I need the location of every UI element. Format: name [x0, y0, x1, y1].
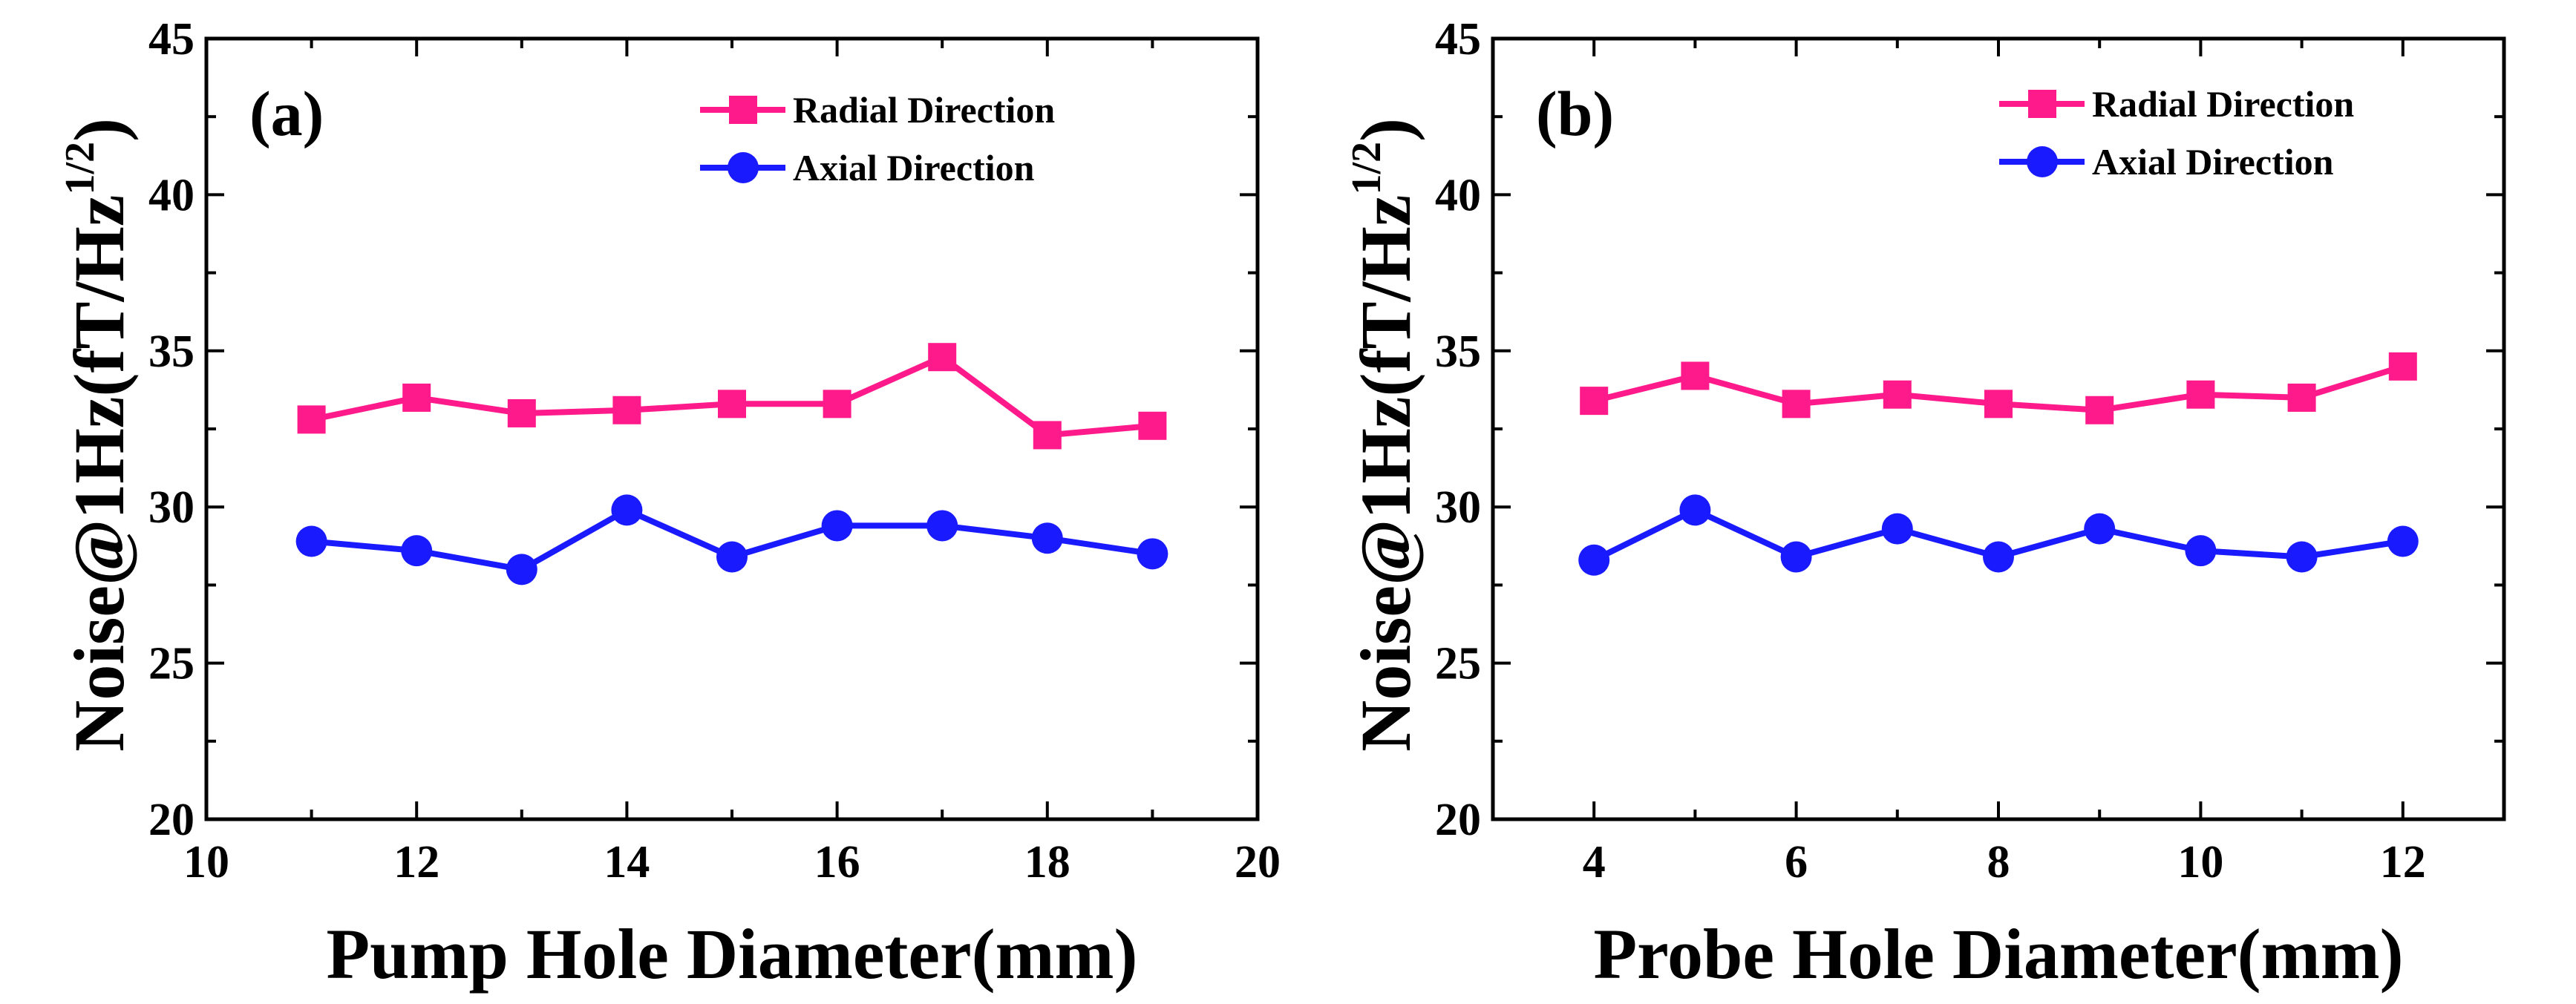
data-point-circle: [2286, 541, 2318, 573]
legend-entry: Axial Direction: [1999, 141, 2334, 183]
y-tick-label: 25: [148, 639, 194, 689]
y-axis-title-superscript: 1/2: [57, 142, 103, 195]
panel-label: (b): [1536, 78, 1614, 149]
data-point-square: [1782, 390, 1811, 419]
data-point-circle: [401, 535, 433, 567]
data-point-square: [1580, 387, 1609, 416]
y-axis-title-main: Noise@1Hz(fT/Hz: [1346, 195, 1425, 752]
x-tick-label: 6: [1785, 837, 1808, 887]
data-point-circle: [295, 525, 327, 557]
data-point-circle: [1780, 541, 1812, 573]
y-axis-title: Noise@1Hz(fT/Hz1/2): [1344, 118, 1425, 752]
panel-label: (a): [249, 78, 324, 149]
x-tick-label: 16: [814, 837, 860, 887]
chart-panel-b: 4 6 8 10 12 20 25 30 35 40 45 Probe Hole Diameter(m…: [1344, 14, 2506, 994]
legend-label: Axial Direction: [2092, 141, 2334, 183]
data-point-square: [1984, 390, 2013, 419]
legend-label: Radial Direction: [2092, 83, 2354, 125]
data-point-circle: [821, 510, 853, 542]
data-point-square: [718, 390, 746, 419]
data-point-square: [402, 383, 431, 412]
data-point-square: [2388, 352, 2417, 381]
y-tick-label: 40: [1435, 170, 1481, 220]
data-point-circle: [2185, 535, 2217, 567]
x-axis-title: Pump Hole Diameter(mm): [327, 914, 1138, 994]
y-tick-label: 20: [148, 795, 194, 845]
y-tick-label: 20: [1435, 795, 1481, 845]
x-tick-label: 18: [1024, 837, 1070, 887]
legend-entry: Axial Direction: [700, 147, 1035, 188]
legend-marker-square: [2028, 90, 2056, 118]
series-axial: [1578, 494, 2419, 576]
x-tick-label: 12: [393, 837, 439, 887]
y-tick-label: 40: [148, 170, 194, 220]
plot-frame: [1491, 36, 2506, 821]
legend-label: Radial Direction: [793, 89, 1055, 131]
series-axial: [295, 494, 1168, 585]
data-point-circle: [716, 541, 748, 573]
y-tick-label: 35: [148, 327, 194, 377]
x-tick-label: 8: [1987, 837, 2010, 887]
y-axis-title-close: ): [1346, 118, 1425, 142]
data-point-square: [2287, 383, 2316, 412]
y-tick-label: 45: [148, 14, 194, 65]
data-point-square: [2085, 396, 2114, 424]
data-point-circle: [2387, 525, 2419, 557]
data-point-square: [1883, 380, 1912, 409]
data-point-square: [2186, 380, 2215, 409]
x-tick-label: 14: [604, 837, 650, 887]
data-point-square: [1138, 411, 1167, 440]
data-point-square: [612, 396, 641, 424]
series-radial: [1580, 352, 2417, 424]
legend-marker-circle: [2027, 146, 2058, 177]
data-point-circle: [926, 510, 958, 542]
data-point-square: [928, 343, 957, 372]
data-point-circle: [506, 554, 537, 585]
y-tick-label: 30: [1435, 482, 1481, 533]
data-point-circle: [2084, 513, 2116, 545]
x-tick-label: 10: [183, 837, 229, 887]
data-point-circle: [1031, 522, 1063, 554]
y-axis-title-superscript: 1/2: [1344, 142, 1390, 195]
legend-entry: Radial Direction: [1999, 83, 2354, 125]
data-point-square: [507, 398, 536, 427]
y-tick-label: 30: [148, 482, 194, 533]
data-point-square: [297, 405, 326, 434]
y-tick-label: 25: [1435, 639, 1481, 689]
data-point-circle: [1679, 494, 1711, 526]
data-point-circle: [1137, 538, 1168, 570]
y-tick-label: 45: [1435, 14, 1481, 65]
series-radial: [297, 343, 1167, 450]
y-axis-title: Noise@1Hz(fT/Hz1/2): [57, 118, 139, 752]
x-axis-title: Probe Hole Diameter(mm): [1593, 914, 2403, 994]
data-point-square: [823, 390, 851, 419]
data-point-square: [1681, 361, 1710, 390]
legend-label: Axial Direction: [793, 147, 1035, 188]
chart-panel-a: 10 12 14 16 18 20 20 25 30 35 40 45 Pump Hole Diamet…: [57, 14, 1281, 994]
x-tick-label: 12: [2380, 837, 2426, 887]
y-tick-label: 35: [1435, 327, 1481, 377]
legend-marker-circle: [728, 152, 759, 183]
y-axis-title-main: Noise@1Hz(fT/Hz: [59, 195, 139, 752]
legend-marker-square: [729, 96, 757, 124]
data-point-circle: [1983, 541, 2014, 573]
x-tick-label: 4: [1583, 837, 1606, 887]
data-point-circle: [611, 494, 643, 526]
legend-entry: Radial Direction: [700, 89, 1055, 131]
x-tick-label: 10: [2177, 837, 2223, 887]
y-axis-title-close: ): [59, 118, 139, 142]
data-point-square: [1033, 421, 1062, 450]
data-point-circle: [1578, 544, 1610, 576]
x-tick-label: 20: [1235, 837, 1281, 887]
data-point-circle: [1881, 513, 1913, 545]
